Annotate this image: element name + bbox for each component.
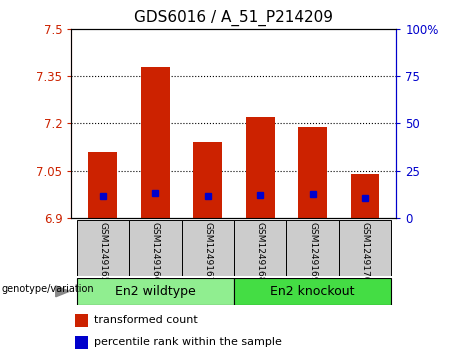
Bar [298,127,327,218]
Bar [77,220,129,276]
Text: GSM1249166: GSM1249166 [151,223,160,283]
Bar [234,278,391,305]
Text: genotype/variation: genotype/variation [1,284,94,294]
Bar [351,174,379,218]
Bar [286,220,339,276]
Text: En2 wildtype: En2 wildtype [115,285,196,298]
Text: GSM1249170: GSM1249170 [361,223,370,283]
Text: GSM1249167: GSM1249167 [203,223,212,283]
Bar [75,335,88,348]
Bar [75,314,88,327]
Polygon shape [56,286,69,297]
Bar [77,278,234,305]
Text: GSM1249168: GSM1249168 [256,223,265,283]
Title: GDS6016 / A_51_P214209: GDS6016 / A_51_P214209 [135,10,333,26]
Text: GSM1249165: GSM1249165 [98,223,107,283]
Text: GSM1249169: GSM1249169 [308,223,317,283]
Bar [141,67,170,218]
Bar [129,220,182,276]
Bar [182,220,234,276]
Text: En2 knockout: En2 knockout [270,285,355,298]
Bar [89,152,117,218]
Text: percentile rank within the sample: percentile rank within the sample [94,337,282,347]
Bar [193,142,222,218]
Bar [339,220,391,276]
Bar [234,220,286,276]
Text: transformed count: transformed count [94,315,198,325]
Bar [246,117,275,218]
